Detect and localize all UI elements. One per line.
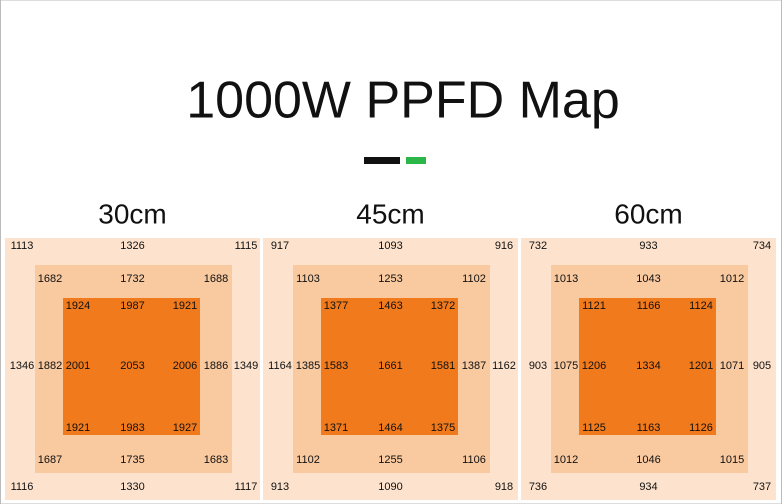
inner-value: 1375 bbox=[431, 422, 455, 434]
middle-value: 1687 bbox=[38, 454, 62, 466]
outer-value: 736 bbox=[529, 481, 547, 493]
inner-value: 1125 bbox=[582, 422, 606, 434]
outer-value: 1326 bbox=[120, 240, 144, 252]
middle-value: 1103 bbox=[296, 273, 320, 285]
middle-value: 1732 bbox=[120, 273, 144, 285]
map-height: 60cm bbox=[614, 198, 682, 229]
inner-value: 1463 bbox=[378, 300, 402, 312]
zone-inner bbox=[321, 298, 458, 435]
inner-value: 1372 bbox=[431, 300, 455, 312]
middle-value: 1682 bbox=[38, 273, 62, 285]
inner-value: 2001 bbox=[66, 360, 90, 372]
inner-value: 1464 bbox=[378, 422, 402, 434]
inner-value: 1581 bbox=[431, 360, 455, 372]
middle-value: 1102 bbox=[296, 454, 320, 466]
map-height: 45cm bbox=[356, 198, 424, 229]
middle-value: 1012 bbox=[554, 454, 578, 466]
outer-value: 1346 bbox=[10, 360, 34, 372]
inner-value: 1921 bbox=[173, 300, 197, 312]
outer-value: 903 bbox=[529, 360, 547, 372]
outer-value: 732 bbox=[529, 240, 547, 252]
inner-value: 1206 bbox=[582, 360, 606, 372]
outer-value: 1117 bbox=[235, 481, 258, 493]
inner-value: 1924 bbox=[66, 300, 90, 312]
middle-value: 1015 bbox=[720, 454, 744, 466]
inner-value: 1583 bbox=[324, 360, 348, 372]
inner-value: 1126 bbox=[689, 422, 713, 434]
outer-value: 913 bbox=[271, 481, 289, 493]
middle-value: 1253 bbox=[378, 273, 402, 285]
zone-inner bbox=[579, 298, 716, 435]
outer-value: 918 bbox=[495, 481, 513, 493]
outer-value: 1093 bbox=[378, 240, 402, 252]
outer-value: 917 bbox=[271, 240, 289, 252]
middle-value: 1385 bbox=[296, 360, 320, 372]
outer-value: 1330 bbox=[120, 481, 144, 493]
inner-value: 1166 bbox=[637, 300, 661, 312]
middle-value: 1683 bbox=[204, 454, 228, 466]
divider-black bbox=[364, 157, 400, 164]
middle-value: 1102 bbox=[462, 273, 486, 285]
inner-value: 1201 bbox=[689, 360, 713, 372]
outer-value: 933 bbox=[639, 240, 657, 252]
inner-value: 1927 bbox=[173, 422, 197, 434]
middle-value: 1043 bbox=[636, 273, 660, 285]
middle-value: 1013 bbox=[554, 273, 578, 285]
middle-value: 1882 bbox=[38, 360, 62, 372]
outer-value: 916 bbox=[495, 240, 513, 252]
middle-value: 1735 bbox=[120, 454, 144, 466]
outer-value: 1116 bbox=[11, 481, 34, 493]
middle-value: 1106 bbox=[462, 454, 486, 466]
outer-value: 734 bbox=[753, 240, 771, 252]
outer-value: 1115 bbox=[235, 240, 258, 252]
inner-value: 1163 bbox=[637, 422, 661, 434]
inner-value: 1377 bbox=[324, 300, 348, 312]
outer-value: 1162 bbox=[492, 360, 516, 372]
middle-value: 1886 bbox=[204, 360, 228, 372]
middle-value: 1688 bbox=[204, 273, 228, 285]
map-height: 30cm bbox=[98, 198, 166, 229]
inner-value: 1661 bbox=[378, 360, 402, 372]
middle-value: 1075 bbox=[554, 360, 578, 372]
middle-value: 1046 bbox=[636, 454, 660, 466]
outer-value: 1113 bbox=[11, 240, 34, 252]
inner-value: 1983 bbox=[120, 422, 144, 434]
outer-value: 934 bbox=[639, 481, 657, 493]
divider-green bbox=[406, 157, 426, 164]
inner-value: 2006 bbox=[173, 360, 197, 372]
inner-value: 1124 bbox=[689, 300, 713, 312]
outer-value: 1164 bbox=[268, 360, 292, 372]
outer-value: 1349 bbox=[234, 360, 258, 372]
inner-value: 1921 bbox=[66, 422, 90, 434]
outer-value: 905 bbox=[753, 360, 771, 372]
inner-value: 1371 bbox=[324, 422, 348, 434]
inner-value: 1334 bbox=[636, 360, 660, 372]
inner-value: 1121 bbox=[582, 300, 606, 312]
outer-value: 1090 bbox=[378, 481, 402, 493]
middle-value: 1012 bbox=[720, 273, 744, 285]
zone-inner bbox=[63, 298, 200, 435]
middle-value: 1387 bbox=[462, 360, 486, 372]
outer-value: 737 bbox=[753, 481, 771, 493]
middle-value: 1255 bbox=[378, 454, 402, 466]
middle-value: 1071 bbox=[720, 360, 744, 372]
page-title: 1000W PPFD Map bbox=[186, 72, 620, 130]
inner-value: 1987 bbox=[120, 300, 144, 312]
inner-value: 2053 bbox=[120, 360, 144, 372]
